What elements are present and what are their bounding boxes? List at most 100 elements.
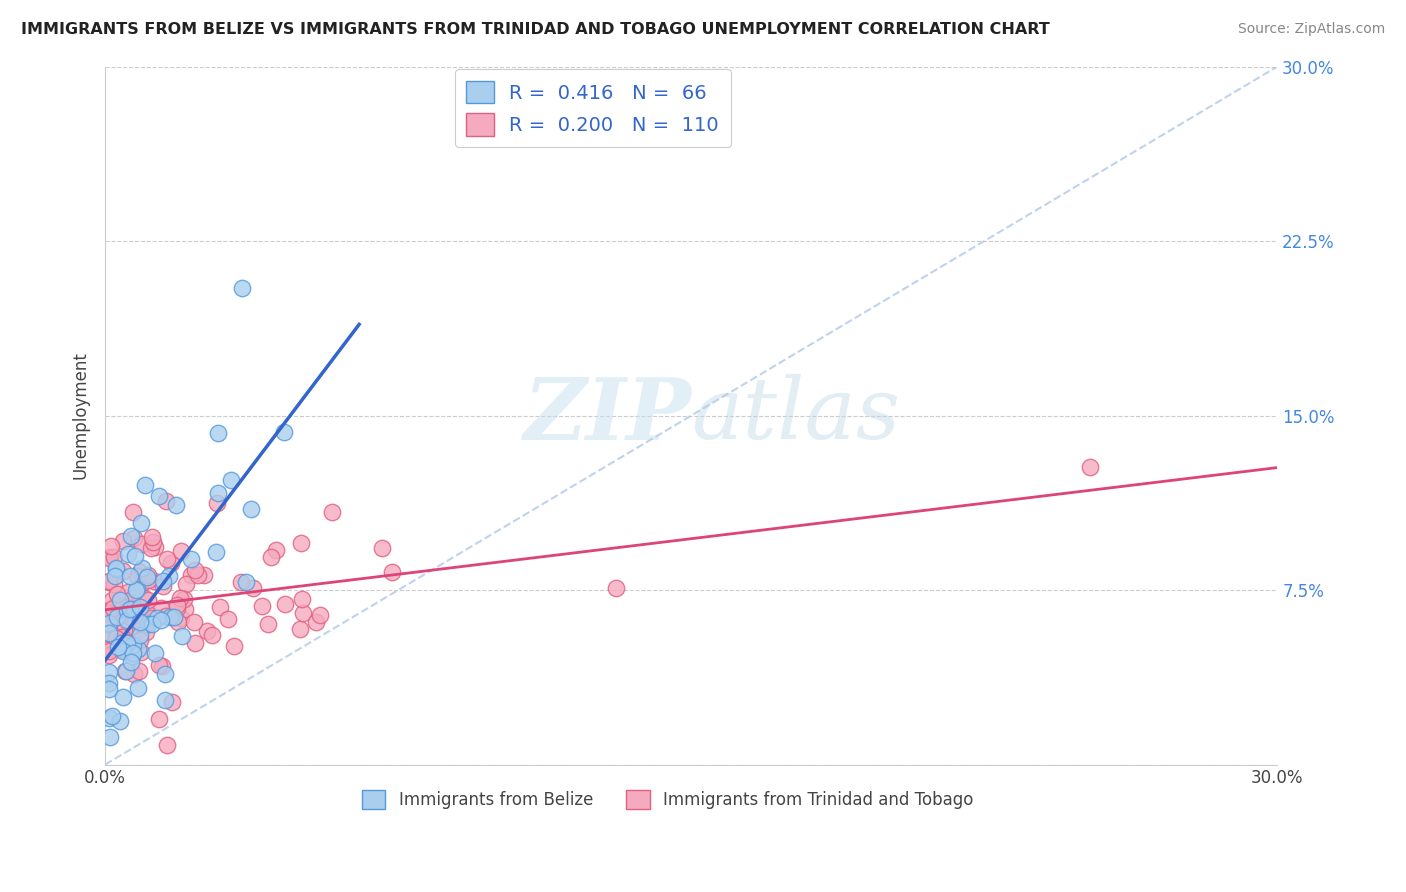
Point — [193, 567, 215, 582]
Point — [129, 565, 152, 579]
Point — [207, 426, 229, 441]
Point — [149, 601, 172, 615]
Point — [98, 711, 121, 725]
Point — [122, 602, 145, 616]
Point — [155, 609, 177, 624]
Point — [231, 280, 253, 294]
Point — [180, 552, 202, 566]
Point — [121, 591, 143, 606]
Point — [195, 624, 218, 638]
Point — [290, 622, 312, 636]
Point — [110, 593, 132, 607]
Point — [117, 547, 139, 561]
Point — [155, 494, 177, 508]
Point — [159, 609, 181, 624]
Point — [170, 611, 193, 625]
Point — [163, 609, 186, 624]
Point — [98, 675, 121, 690]
Point — [120, 656, 142, 670]
Point — [184, 563, 207, 577]
Point — [105, 561, 128, 575]
Point — [103, 624, 125, 639]
Point — [124, 549, 146, 563]
Point — [98, 549, 121, 564]
Point — [103, 568, 125, 582]
Point — [98, 603, 121, 617]
Point — [141, 541, 163, 555]
Point — [156, 551, 179, 566]
Point — [114, 635, 136, 649]
Text: IMMIGRANTS FROM BELIZE VS IMMIGRANTS FROM TRINIDAD AND TOBAGO UNEMPLOYMENT CORRE: IMMIGRANTS FROM BELIZE VS IMMIGRANTS FRO… — [21, 22, 1050, 37]
Point — [111, 690, 134, 704]
Point — [148, 658, 170, 673]
Text: atlas: atlas — [692, 375, 900, 457]
Point — [114, 664, 136, 678]
Point — [148, 712, 170, 726]
Point — [111, 630, 134, 644]
Point — [103, 549, 125, 564]
Point — [304, 615, 326, 630]
Point — [131, 644, 153, 658]
Point — [136, 592, 159, 607]
Point — [222, 640, 245, 654]
Point — [124, 583, 146, 598]
Point — [107, 609, 129, 624]
Point — [129, 599, 152, 614]
Point — [1078, 459, 1101, 474]
Point — [121, 648, 143, 663]
Point — [115, 613, 138, 627]
Point — [309, 608, 332, 623]
Point — [108, 714, 131, 728]
Point — [100, 628, 122, 642]
Point — [184, 636, 207, 650]
Point — [155, 693, 177, 707]
Point — [105, 606, 128, 620]
Text: Source: ZipAtlas.com: Source: ZipAtlas.com — [1237, 22, 1385, 37]
Point — [257, 616, 280, 631]
Point — [157, 568, 180, 582]
Point — [156, 738, 179, 752]
Point — [98, 616, 121, 631]
Point — [174, 601, 197, 615]
Point — [135, 615, 157, 629]
Point — [129, 633, 152, 648]
Point — [250, 599, 273, 614]
Point — [165, 498, 187, 512]
Point — [150, 659, 173, 673]
Point — [98, 648, 121, 663]
Point — [107, 640, 129, 654]
Point — [152, 574, 174, 589]
Point — [205, 496, 228, 510]
Point — [131, 516, 153, 530]
Point — [167, 615, 190, 629]
Point — [174, 577, 197, 591]
Point — [142, 535, 165, 549]
Point — [141, 616, 163, 631]
Point — [127, 681, 149, 695]
Point — [153, 666, 176, 681]
Point — [148, 489, 170, 503]
Point — [160, 695, 183, 709]
Point — [111, 564, 134, 578]
Point — [98, 607, 121, 621]
Point — [173, 592, 195, 607]
Y-axis label: Unemployment: Unemployment — [72, 351, 89, 480]
Point — [370, 541, 392, 556]
Point — [120, 529, 142, 543]
Point — [219, 473, 242, 487]
Point — [235, 575, 257, 590]
Point — [290, 535, 312, 549]
Point — [122, 667, 145, 681]
Point — [122, 505, 145, 519]
Point — [136, 616, 159, 631]
Point — [260, 549, 283, 564]
Text: ZIP: ZIP — [523, 374, 692, 458]
Point — [183, 615, 205, 630]
Point — [98, 551, 121, 566]
Point — [98, 616, 121, 631]
Point — [118, 610, 141, 624]
Point — [115, 602, 138, 616]
Point — [104, 561, 127, 575]
Point — [132, 591, 155, 606]
Point — [98, 681, 121, 696]
